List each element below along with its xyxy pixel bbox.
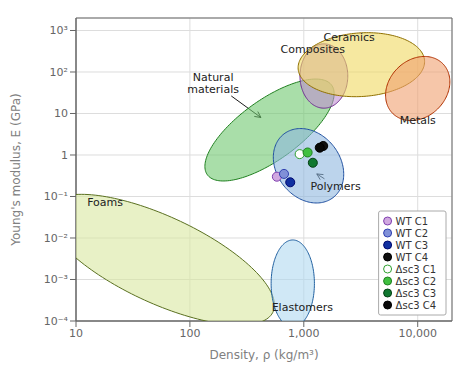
svg-text:WT C3: WT C3 (396, 240, 429, 251)
svg-text:Elastomers: Elastomers (272, 300, 334, 313)
svg-text:Δsc3 C2: Δsc3 C2 (396, 276, 436, 287)
svg-text:Composites: Composites (281, 43, 346, 56)
svg-text:1,000: 1,000 (288, 327, 320, 340)
svg-text:Naturalmaterials: Naturalmaterials (187, 70, 239, 95)
svg-text:Metals: Metals (400, 113, 436, 126)
svg-text:10⁻¹: 10⁻¹ (44, 190, 68, 203)
svg-text:Polymers: Polymers (310, 179, 361, 192)
svg-text:1: 1 (61, 149, 68, 162)
svg-text:WT C1: WT C1 (396, 216, 429, 227)
svg-text:10⁻⁴: 10⁻⁴ (44, 315, 69, 328)
svg-text:Density, ρ (kg/m³): Density, ρ (kg/m³) (209, 348, 318, 362)
svg-text:Young's modulus, E (GPa): Young's modulus, E (GPa) (9, 93, 23, 246)
svg-text:Foams: Foams (87, 195, 123, 208)
svg-text:Ceramics: Ceramics (324, 30, 376, 43)
svg-text:WT C2: WT C2 (396, 228, 429, 239)
svg-text:Δsc3 C1: Δsc3 C1 (396, 264, 436, 275)
svg-text:10: 10 (69, 327, 83, 340)
svg-text:10: 10 (54, 107, 68, 120)
svg-text:Δsc3 C3: Δsc3 C3 (396, 288, 436, 299)
svg-text:100: 100 (179, 327, 200, 340)
svg-text:WT C4: WT C4 (396, 252, 429, 263)
svg-text:10²: 10² (50, 66, 68, 79)
svg-text:10⁻³: 10⁻³ (44, 273, 68, 286)
svg-text:10,000: 10,000 (398, 327, 437, 340)
svg-text:Δsc3 C4: Δsc3 C4 (396, 300, 436, 311)
svg-text:10³: 10³ (50, 24, 68, 37)
svg-text:10⁻²: 10⁻² (44, 232, 68, 245)
